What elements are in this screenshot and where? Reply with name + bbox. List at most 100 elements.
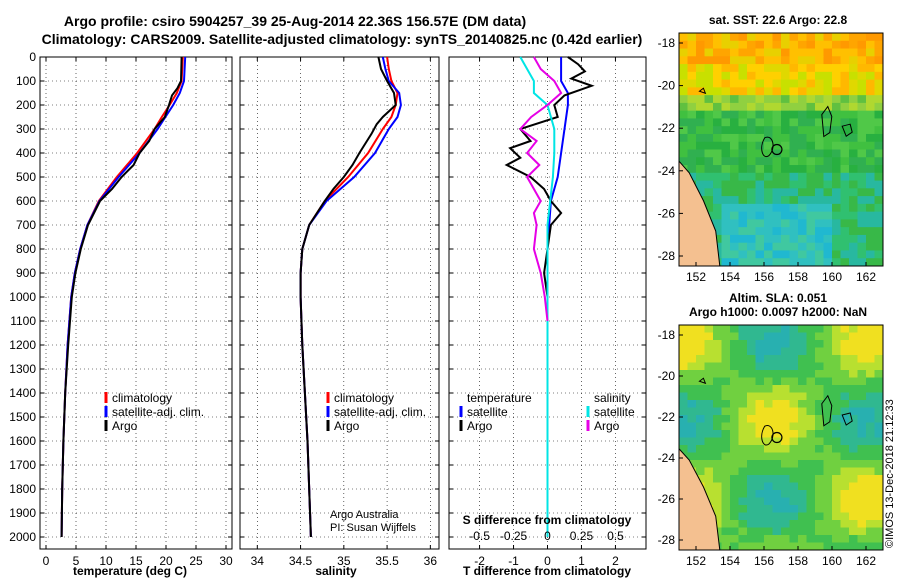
map-cell	[806, 165, 816, 174]
map-cell	[772, 149, 782, 158]
map-cell	[764, 33, 773, 42]
map-cell	[832, 527, 841, 536]
map-cell	[696, 437, 705, 446]
y-tick-label: 1700	[9, 458, 36, 472]
map-cell	[713, 422, 722, 431]
map-cell	[874, 234, 883, 244]
map-cell	[789, 33, 799, 42]
map-cell	[696, 407, 705, 416]
map-cell	[840, 340, 850, 348]
map-cell	[713, 370, 722, 378]
map-cell	[866, 234, 875, 244]
map-y-tick-label: -20	[658, 79, 676, 93]
map-cell	[764, 385, 773, 393]
map-cell	[764, 180, 773, 189]
map-cell	[789, 172, 799, 182]
map-cell	[849, 445, 858, 453]
map-cell	[738, 79, 748, 88]
map-cell	[772, 355, 782, 363]
legend-argo-label: Argo	[112, 419, 138, 433]
map-cell	[781, 325, 790, 333]
map-cell	[849, 165, 858, 174]
map-cell	[721, 188, 731, 197]
map-cell	[866, 385, 875, 393]
temperature-xlabel: temperature (deg C)	[73, 564, 187, 578]
map-cell	[772, 475, 782, 483]
map-cell	[866, 133, 875, 143]
map-cell	[747, 172, 756, 182]
map-cell	[849, 332, 858, 341]
map-cell	[738, 157, 748, 166]
map-cell	[823, 234, 833, 244]
map-cell	[730, 542, 739, 550]
map-cell	[832, 467, 841, 476]
map-cell	[772, 188, 782, 197]
map-cell	[857, 250, 867, 259]
map-cell	[730, 33, 739, 42]
map-cell	[857, 362, 867, 371]
sst-map: 152 154 156 158 160 162 -18 -20 -22 -24 -26 -28	[658, 32, 884, 284]
map-cell	[704, 392, 714, 401]
map-cell	[738, 211, 748, 220]
map-cell	[857, 392, 867, 401]
map-cell	[721, 250, 731, 259]
map-cell	[704, 422, 714, 431]
map-cell	[687, 355, 697, 363]
map-cell	[806, 234, 816, 244]
map-cell	[798, 126, 807, 135]
map-cell	[755, 332, 765, 341]
map-cell	[823, 490, 833, 498]
map-cell	[679, 126, 688, 135]
map-cell	[840, 40, 850, 50]
map-cell	[798, 211, 807, 220]
map-cell	[679, 392, 688, 401]
map-cell	[738, 467, 748, 476]
map-cell	[849, 452, 858, 461]
map-cell	[815, 392, 824, 401]
map-cell	[730, 377, 739, 386]
map-cell	[781, 520, 790, 528]
map-cell	[789, 520, 799, 528]
map-cell	[874, 512, 883, 521]
map-cell	[738, 332, 748, 341]
map-cell	[806, 430, 816, 438]
map-cell	[755, 211, 765, 220]
map-cell	[713, 118, 722, 127]
map-cell	[798, 415, 807, 423]
map-cell	[832, 118, 841, 127]
map-cell	[772, 227, 782, 236]
map-cell	[679, 400, 688, 408]
map-cell	[738, 377, 748, 386]
map-cell	[730, 362, 739, 371]
map-cell	[840, 527, 850, 536]
map-cell	[781, 219, 790, 228]
map-cell	[874, 542, 883, 550]
map-cell	[696, 56, 705, 65]
map-cell	[874, 400, 883, 408]
map-cell	[772, 527, 782, 536]
map-cell	[874, 467, 883, 476]
map-cell	[781, 188, 790, 197]
map-cell	[764, 219, 773, 228]
map-cell	[832, 95, 841, 104]
map-cell	[730, 332, 739, 341]
map-cell	[798, 325, 807, 333]
map-cell	[713, 467, 722, 476]
map-cell	[857, 482, 867, 491]
legend-s-argo-label: Argo	[594, 419, 620, 433]
map-cell	[781, 172, 790, 182]
map-cell	[866, 141, 875, 150]
map-cell	[755, 497, 765, 506]
map-cell	[815, 505, 824, 513]
map-cell	[679, 141, 688, 150]
map-cell	[823, 542, 833, 550]
map-cell	[789, 460, 799, 468]
x-tick-label: 15	[129, 554, 143, 568]
map-cell	[679, 355, 688, 363]
map-cell	[857, 452, 867, 461]
map-cell	[849, 407, 858, 416]
map-cell	[781, 385, 790, 393]
map-cell	[747, 340, 756, 348]
map-cell	[874, 203, 883, 213]
map-cell	[874, 211, 883, 220]
